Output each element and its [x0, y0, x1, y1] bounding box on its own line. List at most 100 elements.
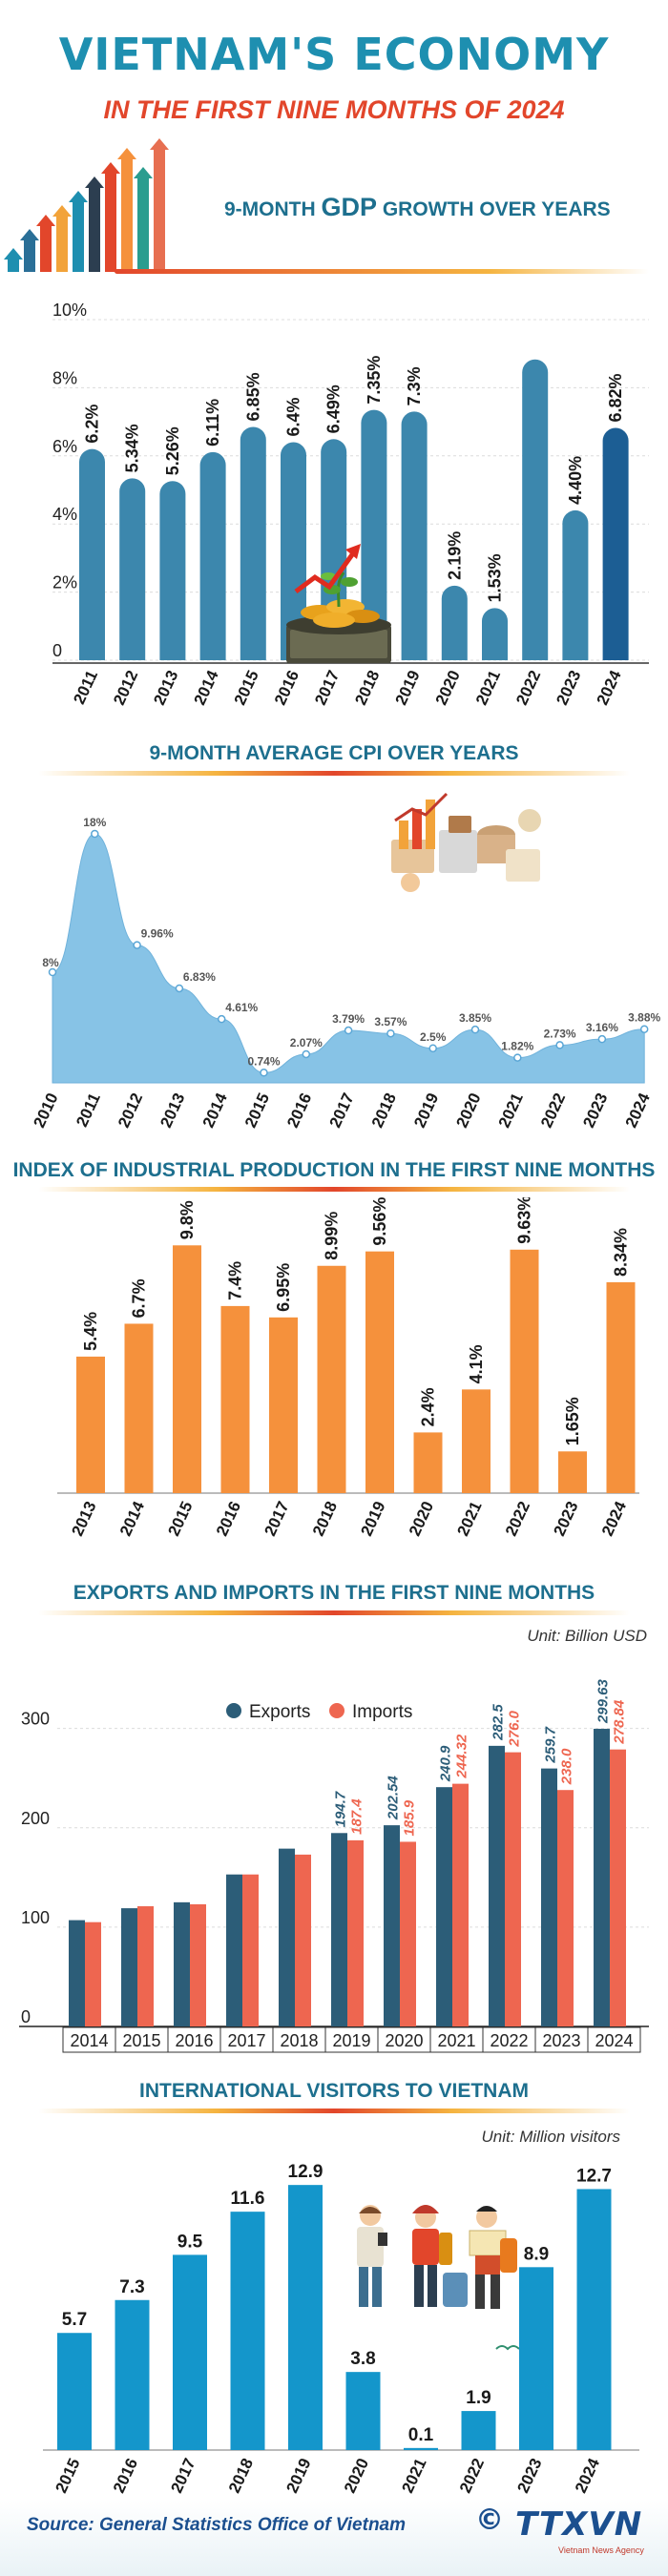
gdp-bar [199, 451, 226, 660]
arrow-head [4, 248, 23, 260]
gdp-data-label: 6.82% [606, 373, 625, 422]
imports-bar [400, 1841, 416, 2026]
iip-bar [220, 1305, 250, 1493]
imports-bar [85, 1922, 101, 2026]
trade-x-cell [587, 2026, 641, 2053]
exports-bar [594, 1729, 610, 2026]
arrow-bar [56, 215, 68, 272]
legend-label: Exports [249, 1702, 310, 1722]
gdp-bar [602, 427, 629, 660]
legend-marker [329, 1703, 344, 1718]
gdp-bar [562, 509, 589, 660]
cpi-x-tick: 2014 [199, 1090, 231, 1131]
visitors-bar [115, 2299, 150, 2450]
iip-data-label: 8.34% [612, 1228, 631, 1277]
gdp-bars [79, 359, 629, 660]
iip-bar [269, 1317, 298, 1493]
iip-data-label: 8.99% [323, 1212, 342, 1260]
gdp-title-underline [115, 269, 649, 274]
cpi-data-label: 1.82% [501, 1040, 533, 1053]
visitors-chart: 5.77.39.511.612.93.80.11.98.912.7 2015 20… [43, 2162, 639, 2496]
iip-bar [365, 1251, 394, 1493]
iip-bar [462, 1389, 491, 1493]
cpi-point [470, 1025, 480, 1034]
gdp-bar [361, 409, 387, 660]
iip-data-label: 9.63% [515, 1197, 534, 1244]
cpi-data-label: 9.96% [141, 927, 174, 941]
imports-data-label: 238.0 [559, 1748, 575, 1785]
cpi-data-label: 3.85% [459, 1011, 491, 1025]
visitors-x-tick: 2021 [398, 2456, 429, 2496]
cpi-data-label: 6.83% [183, 970, 216, 984]
cpi-point [91, 829, 99, 839]
cpi-point [639, 1025, 649, 1033]
iip-data-label: 4.1% [467, 1344, 486, 1383]
visitors-x-tick: 2022 [456, 2456, 488, 2496]
cpi-point [175, 984, 184, 993]
visitors-unit: Unit: Million visitors [481, 2128, 620, 2146]
trade-x-tick: 2014 [70, 2031, 108, 2050]
exports-bar [121, 1908, 137, 2026]
page-title: VIETNAM'S ECONOMY [58, 29, 610, 80]
travelers-illustration [357, 2205, 517, 2309]
ttxvn-logo-subtitle: Vietnam News Agency [558, 2545, 644, 2555]
cpi-point [217, 1014, 226, 1024]
trade-x-tick: 2019 [332, 2031, 370, 2050]
gdp-y-tick: 4% [52, 505, 77, 524]
visitors-bar [519, 2267, 553, 2450]
trade-unit: Unit: Billion USD [527, 1627, 647, 1645]
visitors-data-label: 9.5 [177, 2232, 203, 2252]
cpi-x-tick: 2020 [452, 1091, 484, 1131]
iip-data-label: 1.65% [563, 1397, 582, 1445]
iip-x-tick: 2018 [309, 1499, 341, 1539]
visitors-data-label: 12.7 [576, 2166, 612, 2186]
gdp-data-label: 2.19% [445, 531, 464, 580]
exports-data-label: 240.9 [438, 1745, 454, 1782]
visitors-x-tick: 2020 [341, 2456, 372, 2496]
iip-data-label: 6.7% [130, 1278, 149, 1318]
arrow-head [52, 205, 72, 217]
visitors-data-label: 3.8 [350, 2349, 375, 2369]
iip-data-label: 7.4% [226, 1261, 245, 1300]
visitors-data-label: 8.9 [524, 2244, 549, 2264]
exports-bar [174, 1901, 190, 2026]
cpi-chart: 8% 18% 9.96% 6.83% 4.61% 0.74% 2.07% 3.79% 3.57%… [30, 792, 661, 1131]
trade-x-tick: 2021 [437, 2031, 475, 2050]
cpi-data-label: 3.16% [586, 1021, 618, 1034]
cpi-point [48, 967, 57, 977]
imports-data-label: 278.84 [612, 1699, 628, 1745]
gdp-x-tick: 2019 [392, 668, 424, 708]
trade-bars [69, 1729, 626, 2026]
gdp-x-tick: 2011 [70, 668, 101, 707]
gdp-data-label: 6.85% [243, 372, 262, 421]
gdp-data-label: 5.34% [123, 424, 142, 472]
visitors-bar [345, 2372, 381, 2450]
exports-bar [331, 1833, 347, 2026]
gdp-y-tick: 6% [52, 437, 77, 456]
exports-bar [489, 1745, 505, 2026]
gdp-x-tick: 2013 [150, 668, 181, 708]
cpi-data-label: 0.74% [247, 1054, 280, 1068]
cpi-x-tick: 2022 [537, 1091, 569, 1131]
gdp-y-tick: 0 [52, 641, 62, 660]
visitors-data-label: 1.9 [466, 2388, 491, 2408]
iip-data-label: 9.8% [177, 1200, 197, 1239]
cpi-data-label: 2.73% [544, 1027, 576, 1040]
iip-section-title: INDEX OF INDUSTRIAL PRODUCTION IN THE FI… [12, 1159, 656, 1181]
visitors-title-underline [38, 2109, 630, 2113]
gdp-data-label: 5.26% [163, 426, 182, 475]
exports-bar [226, 1874, 242, 2026]
gdp-x-tick: 2022 [512, 668, 544, 708]
arrow-bar [40, 224, 52, 272]
gdp-x-tick: 2014 [191, 667, 222, 708]
gdp-x-tick: 2017 [311, 668, 343, 708]
arrow-head [20, 229, 39, 240]
visitors-x-tick: 2019 [282, 2456, 314, 2496]
imports-bar [347, 1839, 364, 2026]
iip-x-tick: 2023 [550, 1499, 581, 1539]
gdp-y-tick: 2% [52, 573, 77, 592]
gdp-data-label: 6.4% [284, 397, 303, 436]
imports-data-label: 187.4 [349, 1798, 365, 1835]
cpi-data-label: 3.79% [332, 1012, 365, 1026]
iip-data-labels: 5.4% 6.7% 9.8% 7.4% 6.95% 8.99% 9.56% 2.4% 4.1% 9… [81, 1197, 631, 1445]
